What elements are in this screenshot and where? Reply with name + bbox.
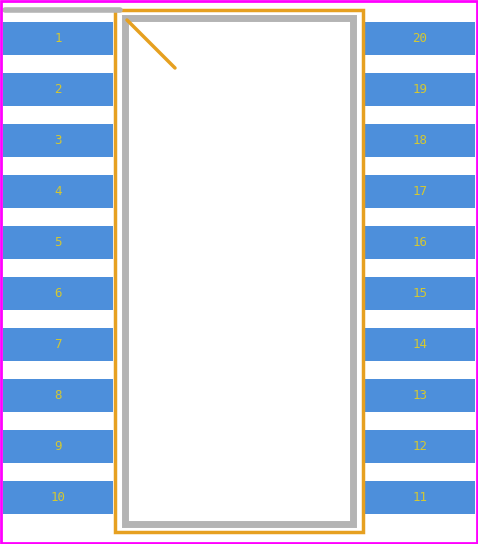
Text: 17: 17 — [413, 185, 427, 198]
Bar — [3, 226, 113, 259]
Text: 14: 14 — [413, 338, 427, 351]
Text: 5: 5 — [54, 236, 62, 249]
Bar — [3, 379, 113, 412]
Text: 7: 7 — [54, 338, 62, 351]
Bar — [365, 430, 475, 463]
Text: 8: 8 — [54, 389, 62, 402]
Text: 12: 12 — [413, 440, 427, 453]
Bar — [3, 73, 113, 106]
Bar — [365, 328, 475, 361]
Text: 18: 18 — [413, 134, 427, 147]
Bar — [365, 124, 475, 157]
Text: 3: 3 — [54, 134, 62, 147]
Bar — [115, 10, 363, 532]
Text: 13: 13 — [413, 389, 427, 402]
Text: 16: 16 — [413, 236, 427, 249]
Bar — [3, 430, 113, 463]
Bar — [3, 22, 113, 55]
Bar — [365, 481, 475, 514]
Text: 20: 20 — [413, 32, 427, 45]
Bar — [3, 481, 113, 514]
Bar — [3, 124, 113, 157]
Bar — [3, 328, 113, 361]
Bar — [3, 277, 113, 310]
Bar — [365, 73, 475, 106]
Text: 15: 15 — [413, 287, 427, 300]
Bar — [365, 22, 475, 55]
Text: 2: 2 — [54, 83, 62, 96]
Text: 11: 11 — [413, 491, 427, 504]
Bar — [365, 277, 475, 310]
Text: 1: 1 — [54, 32, 62, 45]
Text: 9: 9 — [54, 440, 62, 453]
Bar — [125, 18, 353, 524]
Bar — [365, 175, 475, 208]
Bar — [365, 379, 475, 412]
Text: 19: 19 — [413, 83, 427, 96]
Bar — [3, 175, 113, 208]
Text: 10: 10 — [51, 491, 65, 504]
Text: 4: 4 — [54, 185, 62, 198]
Bar — [365, 226, 475, 259]
Text: 6: 6 — [54, 287, 62, 300]
